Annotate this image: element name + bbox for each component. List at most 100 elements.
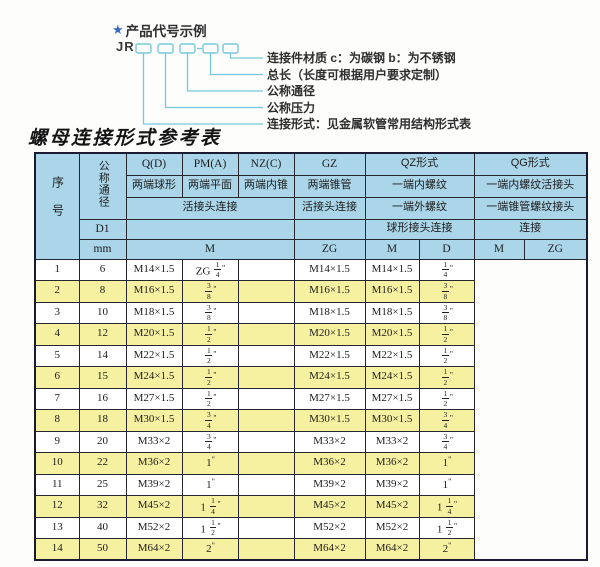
legend-diameter: 公称通径 bbox=[267, 84, 316, 98]
cell-qz-m bbox=[237, 344, 295, 367]
header-d1: D1 bbox=[78, 218, 127, 240]
code-box bbox=[179, 43, 196, 54]
cell-serial: 3 bbox=[34, 301, 80, 324]
cell-zg-thread: 1 2 " bbox=[181, 366, 239, 389]
cell-zg-thread: 2" bbox=[181, 538, 239, 561]
cell-m-thread: M22×1.5 bbox=[125, 344, 183, 367]
header-q-form: Q(D) bbox=[125, 152, 183, 176]
header-qz-form: QZ形式 bbox=[364, 152, 475, 176]
cell-qz-d: M24×1.5 bbox=[293, 366, 366, 389]
header-gz-connection: 活接头连接 bbox=[293, 196, 366, 220]
header-pm-desc: 两端平面 bbox=[181, 174, 239, 198]
table-row: 13 40 M52×2 1 1 2 " M52×2 M52×2 1 1 2 " bbox=[34, 516, 587, 539]
cell-qg-zg: 1" bbox=[418, 473, 475, 496]
cell-qg-m: M16×1.5 bbox=[364, 280, 420, 303]
cell-m-thread: M39×2 bbox=[125, 473, 183, 496]
table-row: 2 8 M16×1.5 3 8 " M16×1.5 M16×1.5 3 8 " bbox=[34, 280, 587, 303]
cell-zg-thread: 1" bbox=[181, 452, 239, 475]
cell-qz-d: M64×2 bbox=[293, 538, 366, 561]
cell-qz-d: M14×1.5 bbox=[293, 258, 366, 281]
cell-qg-m: M45×2 bbox=[364, 495, 420, 518]
cell-zg-thread: 1 2 " bbox=[181, 323, 239, 346]
cell-qg-m: M30×1.5 bbox=[364, 409, 420, 432]
cell-m-thread: M36×2 bbox=[125, 452, 183, 475]
cell-qg-m: M52×2 bbox=[364, 516, 420, 539]
cell-serial: 9 bbox=[34, 430, 80, 453]
cell-serial: 5 bbox=[34, 344, 80, 367]
cell-mm: 18 bbox=[78, 409, 127, 432]
cell-m-thread: M52×2 bbox=[125, 516, 183, 539]
cell-qz-d: M18×1.5 bbox=[293, 301, 366, 324]
header-qz-d: D bbox=[418, 238, 475, 260]
header-qz-m: M bbox=[364, 238, 420, 260]
header-zg-thread: ZG bbox=[293, 238, 366, 260]
connector-line bbox=[209, 53, 263, 76]
cell-serial: 7 bbox=[34, 387, 80, 410]
cell-qz-d: M33×2 bbox=[293, 430, 366, 453]
cell-zg-thread: 3 8 " bbox=[181, 301, 239, 324]
cell-qg-zg: 1 4 " bbox=[418, 258, 475, 281]
cell-serial: 8 bbox=[34, 409, 80, 432]
header-gz-desc: 两端锥管 bbox=[293, 174, 366, 198]
code-box bbox=[157, 43, 174, 54]
cell-qz-m bbox=[237, 366, 295, 389]
cell-qz-d: M52×2 bbox=[293, 516, 366, 539]
cell-qz-m bbox=[237, 516, 295, 539]
cell-qz-m bbox=[237, 258, 295, 281]
cell-m-thread: M33×2 bbox=[125, 430, 183, 453]
cell-qg-zg: 1 1 2 " bbox=[418, 516, 475, 539]
cell-qz-d: M20×1.5 bbox=[293, 323, 366, 346]
header-qz-desc1: 一端内螺纹 bbox=[364, 174, 475, 198]
code-prefix-jr: JR bbox=[116, 39, 135, 54]
cell-mm: 50 bbox=[78, 538, 127, 561]
cell-qz-m bbox=[237, 430, 295, 453]
cell-qz-d: M22×1.5 bbox=[293, 344, 366, 367]
connector-line bbox=[164, 53, 263, 109]
nut-connection-reference-table: 序号 公称通径 Q(D) PM(A) NZ(C) GZ QZ形式 QG形式 两端… bbox=[34, 152, 588, 561]
cell-mm: 14 bbox=[78, 344, 127, 367]
header-q-desc: 两端球形 bbox=[125, 174, 183, 198]
header-qg-form: QG形式 bbox=[473, 152, 588, 176]
cell-qz-m bbox=[237, 280, 295, 303]
cell-qg-zg: 1 1 4 " bbox=[418, 495, 475, 518]
cell-serial: 13 bbox=[34, 516, 80, 539]
cell-qz-m bbox=[237, 323, 295, 346]
header-blank-gz bbox=[293, 218, 366, 240]
table-row: 10 22 M36×2 1" M36×2 M36×2 1" bbox=[34, 452, 587, 475]
table-row: 9 20 M33×2 3 4 " M33×2 M33×2 3 4 " bbox=[34, 430, 587, 453]
header-ball-connection: 球形接头连接 bbox=[364, 218, 475, 240]
header-pm-form: PM(A) bbox=[181, 152, 239, 176]
header-qg-m: M bbox=[473, 238, 525, 260]
cell-qg-zg: 3 8 " bbox=[418, 280, 475, 303]
header-nominal-diameter: 公称通径 bbox=[78, 152, 127, 220]
table-row: 12 32 M45×2 1 1 4 " M45×2 M45×2 1 1 4 " bbox=[34, 495, 587, 518]
table-row: 7 16 M27×1.5 1 2 " M27×1.5 M27×1.5 1 2 " bbox=[34, 387, 587, 410]
cell-qg-zg: 3 8 " bbox=[418, 301, 475, 324]
table-row: 6 15 M24×1.5 1 2 " M24×1.5 M24×1.5 1 2 " bbox=[34, 366, 587, 389]
cell-qg-m: M20×1.5 bbox=[364, 323, 420, 346]
header-serial: 序号 bbox=[34, 152, 80, 260]
legend-pressure: 公称压力 bbox=[267, 101, 316, 115]
cell-m-thread: M45×2 bbox=[125, 495, 183, 518]
header-nz-desc: 两端内锥 bbox=[237, 174, 295, 198]
connector-line bbox=[142, 53, 263, 125]
legend-length: 总长（长度可根据用户要求定制） bbox=[267, 68, 448, 82]
header-union-connection: 活接头连接 bbox=[125, 196, 295, 220]
cell-serial: 4 bbox=[34, 323, 80, 346]
cell-m-thread: M14×1.5 bbox=[125, 258, 183, 281]
cell-qz-m bbox=[237, 409, 295, 432]
cell-zg-thread: 1 1 4 " bbox=[181, 495, 239, 518]
code-box bbox=[202, 43, 219, 54]
cell-qg-m: M24×1.5 bbox=[364, 366, 420, 389]
cell-zg-thread: 1 1 2 " bbox=[181, 516, 239, 539]
cell-qg-m: M27×1.5 bbox=[364, 387, 420, 410]
table-row: 11 25 M39×2 1" M39×2 M39×2 1" bbox=[34, 473, 587, 496]
cell-mm: 32 bbox=[78, 495, 127, 518]
cell-mm: 25 bbox=[78, 473, 127, 496]
header-m-thread: M bbox=[125, 238, 295, 260]
header-qg-connection: 连接 bbox=[473, 218, 588, 240]
connector-line bbox=[229, 53, 263, 59]
connector-line bbox=[186, 53, 263, 92]
cell-zg-thread: ZG 1 4 " bbox=[181, 258, 239, 281]
cell-qg-zg: 2" bbox=[418, 538, 475, 561]
